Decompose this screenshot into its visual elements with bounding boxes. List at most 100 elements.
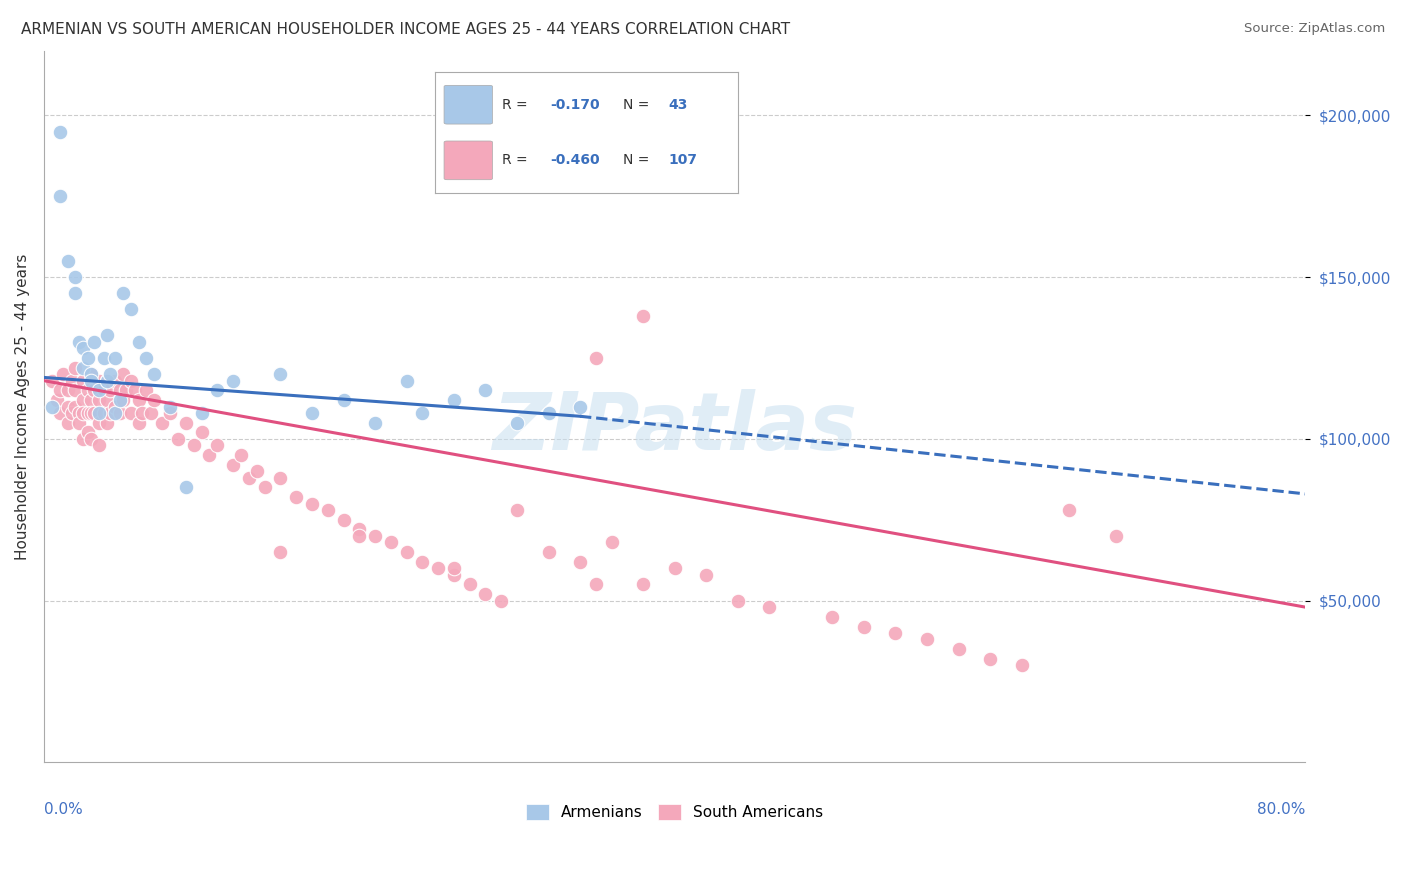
Point — [332, 393, 354, 408]
Point — [72, 374, 94, 388]
Point — [98, 368, 121, 382]
Point — [77, 406, 100, 420]
Point — [159, 400, 181, 414]
Point — [56, 254, 79, 268]
Point — [269, 545, 291, 559]
Point — [93, 351, 115, 365]
Point — [128, 334, 150, 349]
Point — [111, 393, 134, 408]
Point — [537, 406, 560, 420]
Point — [41, 374, 63, 388]
Point — [569, 400, 592, 414]
Point — [60, 406, 83, 420]
Point — [41, 400, 63, 414]
Point — [104, 406, 127, 420]
Point — [246, 464, 269, 478]
Point — [269, 471, 291, 485]
Point — [65, 270, 87, 285]
Point — [506, 503, 529, 517]
Point — [96, 328, 118, 343]
Point — [98, 384, 121, 398]
Point — [238, 471, 260, 485]
Point — [104, 400, 127, 414]
Point — [727, 593, 749, 607]
Point — [139, 406, 162, 420]
Point — [380, 535, 402, 549]
Point — [190, 406, 212, 420]
Point — [80, 432, 103, 446]
Point — [443, 561, 465, 575]
Point — [108, 384, 131, 398]
Point — [108, 406, 131, 420]
Point — [821, 610, 844, 624]
Point — [458, 577, 481, 591]
Point — [207, 384, 229, 398]
Point — [183, 438, 205, 452]
Point — [664, 561, 686, 575]
Point — [96, 374, 118, 388]
Point — [108, 393, 131, 408]
Point — [1057, 503, 1080, 517]
Text: ZIPatlas: ZIPatlas — [492, 389, 858, 467]
Text: Source: ZipAtlas.com: Source: ZipAtlas.com — [1244, 22, 1385, 36]
Point — [67, 416, 90, 430]
Point — [411, 406, 433, 420]
Legend: Armenians, South Americans: Armenians, South Americans — [520, 797, 830, 826]
Point — [269, 368, 291, 382]
Point — [695, 567, 717, 582]
Point — [207, 438, 229, 452]
Point — [83, 334, 105, 349]
Point — [120, 374, 142, 388]
Point — [65, 360, 87, 375]
Point — [253, 480, 276, 494]
Point — [395, 374, 418, 388]
Point — [72, 432, 94, 446]
Point — [301, 406, 323, 420]
Point — [489, 593, 512, 607]
Point — [65, 384, 87, 398]
Point — [474, 384, 496, 398]
Point — [411, 555, 433, 569]
Point — [135, 351, 157, 365]
Point — [131, 406, 153, 420]
Point — [600, 535, 623, 549]
Point — [443, 567, 465, 582]
Point — [72, 393, 94, 408]
Point — [80, 368, 103, 382]
Point — [56, 416, 79, 430]
Point — [87, 374, 110, 388]
Point — [72, 341, 94, 355]
Point — [150, 416, 173, 430]
Point — [174, 480, 197, 494]
Point — [67, 334, 90, 349]
Point — [56, 384, 79, 398]
Point — [83, 384, 105, 398]
Point — [190, 425, 212, 440]
Point — [585, 351, 607, 365]
Point — [45, 393, 67, 408]
Point — [72, 406, 94, 420]
Point — [167, 432, 190, 446]
Y-axis label: Householder Income Ages 25 - 44 years: Householder Income Ages 25 - 44 years — [15, 253, 30, 560]
Point — [143, 393, 166, 408]
Point — [631, 577, 654, 591]
Point — [332, 513, 354, 527]
Point — [87, 416, 110, 430]
Point — [135, 384, 157, 398]
Point — [120, 302, 142, 317]
Point — [979, 652, 1001, 666]
Point — [65, 286, 87, 301]
Point — [80, 368, 103, 382]
Point — [77, 384, 100, 398]
Point — [1105, 529, 1128, 543]
Point — [72, 360, 94, 375]
Point — [222, 458, 245, 472]
Point — [124, 384, 146, 398]
Point — [93, 384, 115, 398]
Point — [758, 600, 780, 615]
Point — [48, 384, 70, 398]
Point — [80, 374, 103, 388]
Point — [111, 286, 134, 301]
Point — [443, 393, 465, 408]
Point — [52, 368, 75, 382]
